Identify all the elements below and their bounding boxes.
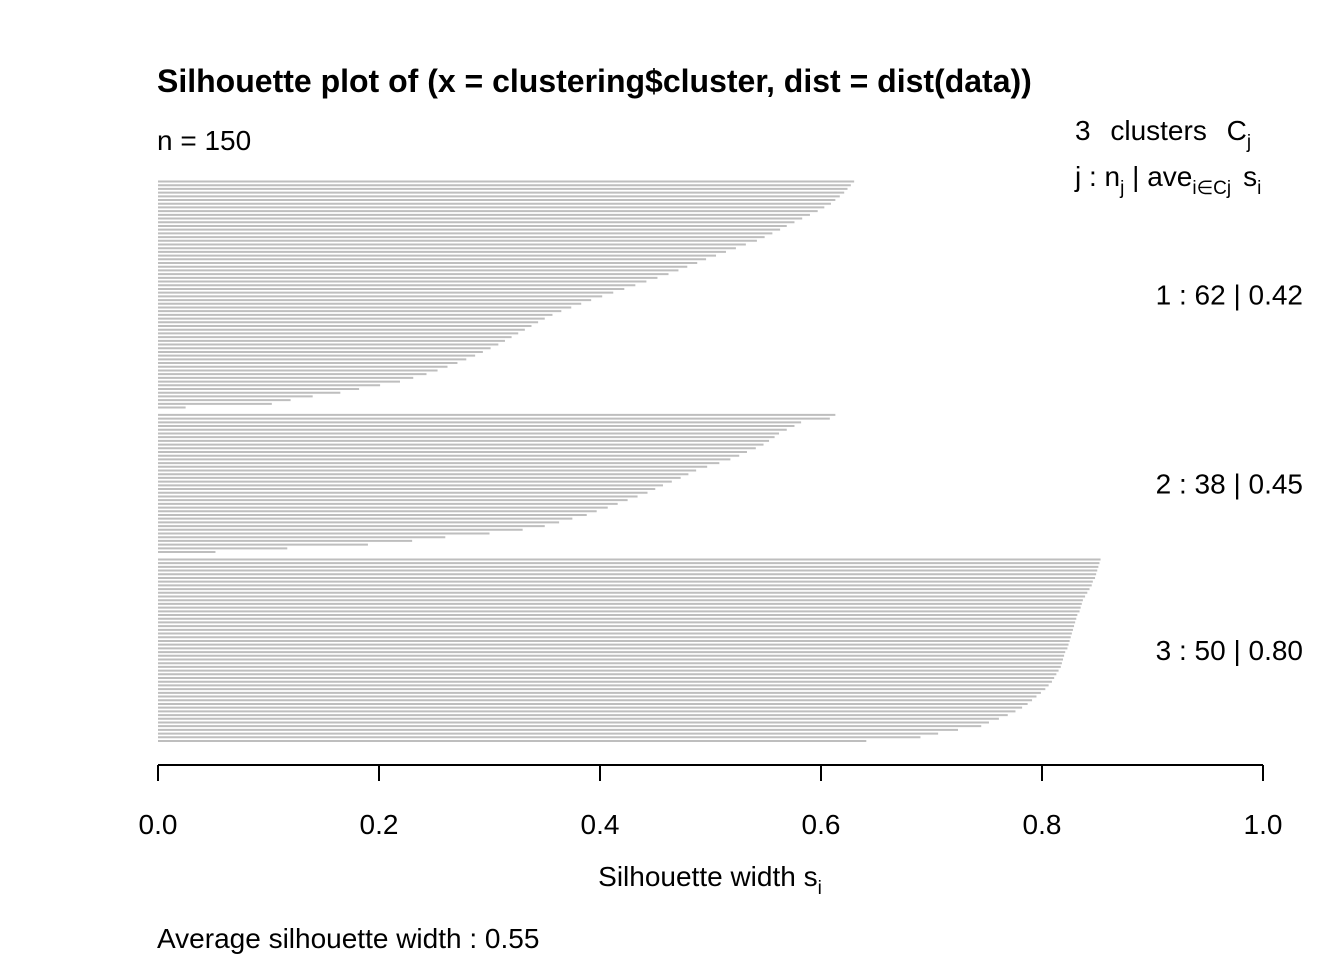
legend-header-suffix-sub: i — [1257, 178, 1261, 199]
x-axis-label-main: Silhouette width s — [598, 861, 817, 892]
legend-stats-header: j : nj | avei∈Cj si — [1074, 161, 1261, 199]
x-tick-label-1: 0.2 — [360, 809, 399, 840]
legend-clusters-header: 3 clusters Cj — [1075, 115, 1251, 153]
legend-header-middle: | ave — [1124, 161, 1192, 192]
x-axis-label: Silhouette width si — [598, 861, 822, 899]
x-axis-label-sub: i — [818, 878, 822, 899]
x-axis: 0.0 0.2 0.4 0.6 0.8 1.0 — [139, 764, 1283, 840]
cluster-labels: 1 : 62 | 0.42 2 : 38 | 0.45 3 : 50 | 0.80 — [1156, 280, 1303, 667]
legend-cluster-symbol: C — [1227, 115, 1247, 146]
x-tick-label-2: 0.4 — [581, 809, 620, 840]
legend-header-prefix-sub: j — [1119, 178, 1124, 199]
legend-header-suffix: s — [1243, 161, 1257, 192]
x-tick-label-4: 0.8 — [1023, 809, 1062, 840]
legend-cluster-symbol-sub: j — [1246, 132, 1251, 153]
chart-title: Silhouette plot of (x = clustering$clust… — [157, 63, 1032, 99]
cluster-label-3: 3 : 50 | 0.80 — [1156, 635, 1303, 666]
x-tick-label-3: 0.6 — [802, 809, 841, 840]
legend-clusters-count: 3 — [1075, 115, 1091, 146]
legend-clusters-word: clusters — [1110, 115, 1206, 146]
x-tick-label-5: 1.0 — [1244, 809, 1283, 840]
cluster-label-1: 1 : 62 | 0.42 — [1156, 280, 1303, 311]
silhouette-bars — [158, 180, 1101, 742]
average-silhouette-footer: Average silhouette width : 0.55 — [157, 923, 539, 954]
legend-header-middle-sub: i∈Cj — [1192, 178, 1231, 199]
legend-header-prefix: j : n — [1074, 161, 1120, 192]
n-label: n = 150 — [157, 125, 251, 156]
cluster-label-2: 2 : 38 | 0.45 — [1156, 468, 1303, 499]
x-tick-label-0: 0.0 — [139, 809, 178, 840]
